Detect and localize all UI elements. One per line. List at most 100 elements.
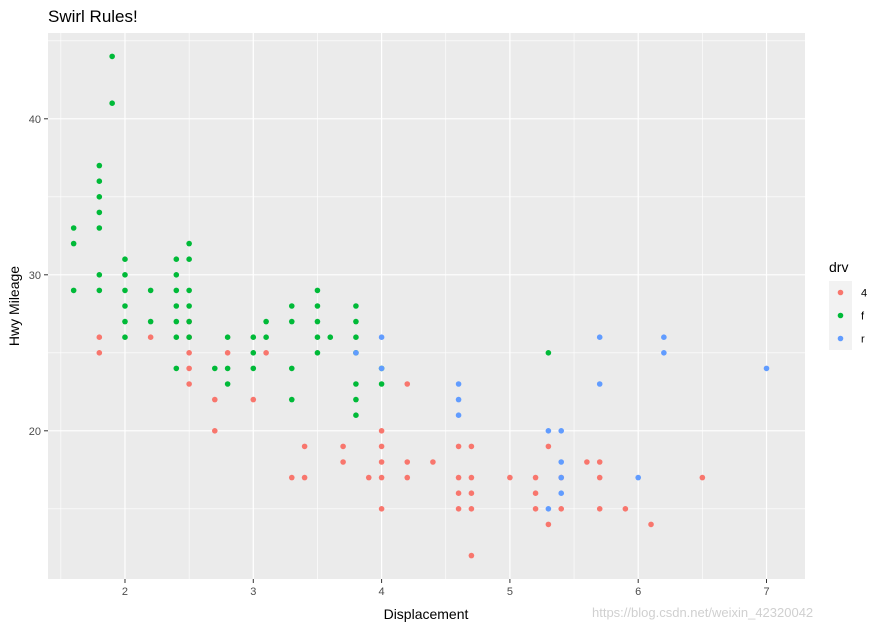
data-point-f (173, 303, 180, 309)
data-point-f (122, 334, 128, 341)
data-point-f (186, 287, 192, 294)
data-point-f (173, 272, 180, 278)
data-point-4 (147, 334, 154, 341)
data-point-4 (378, 459, 385, 465)
legend-title: drv (829, 259, 848, 275)
x-tick-label: 3 (250, 586, 256, 598)
data-point-f (96, 272, 103, 278)
data-point-f (314, 350, 321, 356)
data-point-f (263, 318, 269, 325)
data-point-f (186, 240, 192, 247)
data-point-4 (545, 443, 552, 450)
data-point-f (122, 303, 128, 309)
data-point-f (186, 256, 192, 263)
data-point-f (96, 178, 103, 184)
data-point-r (635, 474, 642, 481)
data-point-f (96, 287, 103, 294)
x-tick-label: 7 (763, 586, 769, 598)
data-point-r (378, 334, 385, 341)
data-point-f (353, 381, 359, 387)
x-tick-label: 5 (507, 586, 513, 598)
data-point-f (314, 287, 321, 294)
data-point-f (173, 287, 180, 294)
data-point-4 (648, 521, 654, 528)
data-point-4 (532, 506, 539, 512)
data-point-4 (186, 365, 192, 372)
data-point-r (558, 490, 565, 497)
data-point-r (455, 412, 462, 419)
data-point-4 (468, 506, 475, 512)
data-point-4 (699, 474, 706, 481)
plot-panel (48, 33, 805, 579)
data-point-f (314, 334, 321, 341)
data-point-4 (596, 506, 603, 512)
x-tick-label: 6 (635, 586, 641, 598)
data-point-f (96, 225, 103, 231)
data-point-4 (455, 490, 462, 497)
data-point-r (455, 396, 462, 403)
data-point-4 (250, 396, 257, 403)
data-point-r (661, 350, 667, 356)
grid-major (48, 33, 805, 579)
data-point-f (353, 303, 359, 309)
data-point-f (186, 303, 192, 309)
data-point-f (122, 256, 128, 263)
data-point-f (70, 287, 77, 294)
y-axis-ticks: 20 30 40 (29, 114, 48, 438)
legend-marker-4 (837, 289, 844, 296)
data-point-4 (378, 506, 385, 512)
data-point-f (173, 365, 180, 372)
data-point-r (353, 350, 359, 356)
data-point-4 (288, 474, 295, 481)
data-point-4 (96, 350, 103, 356)
data-point-f (186, 334, 192, 341)
data-point-f (353, 412, 359, 419)
x-tick-label: 2 (122, 586, 128, 598)
data-point-f (122, 272, 128, 278)
data-point-f (327, 334, 334, 341)
data-point-4 (455, 474, 462, 481)
y-tick-label: 30 (29, 270, 41, 282)
data-point-4 (224, 350, 231, 356)
data-point-f (250, 350, 257, 356)
chart-title: Swirl Rules! (48, 7, 138, 26)
data-point-4 (468, 490, 475, 497)
data-point-r (558, 459, 565, 465)
data-point-4 (301, 443, 308, 450)
data-points (70, 53, 770, 559)
data-point-4 (378, 474, 385, 481)
data-point-4 (96, 334, 103, 341)
data-point-4 (584, 459, 590, 465)
data-point-4 (404, 459, 411, 465)
y-tick-label: 20 (29, 426, 41, 438)
data-point-f (224, 365, 231, 372)
legend-marker-r (837, 335, 844, 342)
data-point-f (353, 396, 359, 403)
legend-entries: 4 fr (829, 281, 867, 350)
data-point-4 (378, 428, 385, 434)
legend: drv 4 fr (829, 259, 867, 350)
data-point-f (211, 365, 218, 372)
data-point-4 (404, 381, 411, 387)
data-point-4 (468, 474, 475, 481)
data-point-4 (468, 552, 475, 559)
data-point-f (288, 303, 295, 309)
data-point-f (545, 350, 552, 356)
data-point-4 (340, 443, 346, 450)
data-point-r (378, 365, 385, 372)
data-point-r (558, 474, 565, 481)
data-point-r (596, 334, 603, 341)
data-point-4 (532, 474, 539, 481)
data-point-4 (186, 381, 192, 387)
watermark-text: https://blog.csdn.net/weixin_42320042 (592, 605, 814, 620)
data-point-r (558, 428, 565, 434)
x-axis-ticks: 2 3 4 5 6 7 (122, 579, 770, 598)
data-point-4 (622, 506, 629, 512)
data-point-4 (558, 506, 565, 512)
data-point-4 (365, 474, 372, 481)
data-point-4 (301, 474, 308, 481)
data-point-f (122, 287, 128, 294)
data-point-4 (340, 459, 346, 465)
data-point-4 (211, 428, 218, 434)
